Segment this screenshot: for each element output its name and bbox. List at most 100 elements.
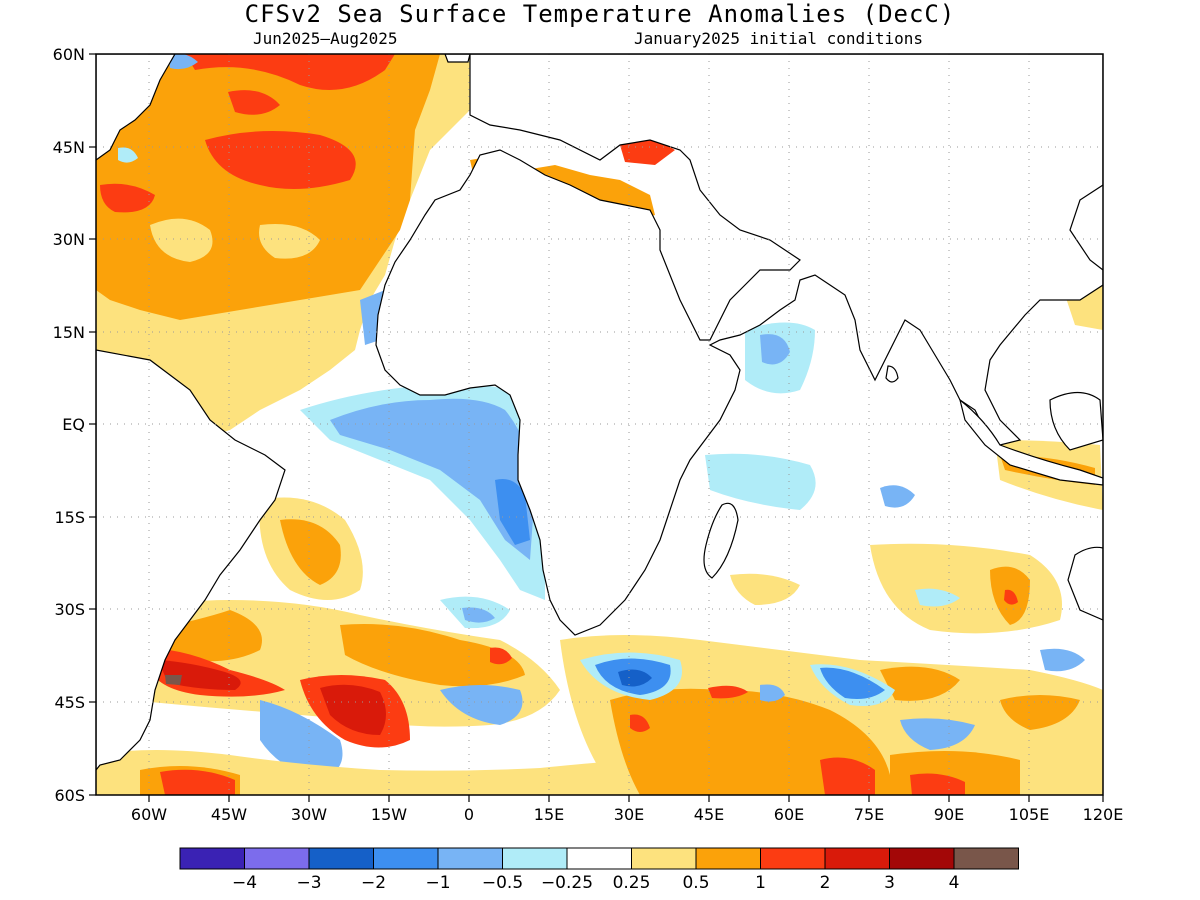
colorbar-label: −3 [296, 873, 321, 893]
coastlines [96, 54, 1103, 771]
anomaly-region [205, 131, 356, 189]
lat-label: 60S [54, 786, 85, 805]
lon-label: 30W [291, 805, 327, 824]
lat-label: 45S [54, 693, 85, 712]
anomaly-region [910, 773, 965, 795]
lat-label: 15S [54, 508, 85, 527]
lat-label: 60N [53, 45, 85, 64]
anomaly-region [760, 334, 790, 365]
anomaly-region [870, 543, 1062, 634]
colorbar-label: 0.25 [613, 873, 651, 893]
anomaly-region [185, 54, 395, 90]
colorbar-swatch [889, 847, 955, 870]
anomaly-region [705, 453, 816, 510]
anomaly-region [1040, 648, 1085, 672]
lat-label: EQ [62, 415, 85, 434]
anomaly-region [618, 669, 652, 687]
anomaly-region [490, 647, 512, 665]
map-title: CFSv2 Sea Surface Temperature Anomalies … [244, 0, 956, 28]
africa-eurasia-landmass [375, 54, 1103, 636]
colorbar-swatch [244, 847, 310, 870]
anomaly-region [440, 685, 523, 725]
colorbar-label: 2 [820, 873, 831, 893]
anomaly-region [160, 769, 235, 795]
anomaly-region [1000, 695, 1080, 730]
anomaly-region [730, 573, 800, 605]
lat-label: 30N [53, 230, 85, 249]
anomaly-region [150, 218, 213, 262]
borneo [1049, 391, 1103, 451]
lon-label: 90E [934, 805, 964, 824]
colorbar-swatch [502, 847, 568, 870]
lat-label: 45N [53, 138, 85, 157]
forecast-period: Jun2025–Aug2025 [253, 29, 398, 48]
anomaly-region [165, 675, 182, 685]
anomaly-region [100, 183, 155, 213]
lon-label: 75E [854, 805, 884, 824]
lon-label: 15W [371, 805, 407, 824]
anomaly-region [630, 714, 650, 732]
anomaly-region [280, 519, 341, 585]
colorbar-swatch [179, 847, 245, 870]
anomaly-region [610, 688, 890, 795]
lon-label: 120E [1083, 805, 1124, 824]
colorbar-label: 1 [755, 873, 766, 893]
south-america-landmass [96, 349, 286, 771]
iceland [444, 54, 471, 63]
australia-landmass [1067, 546, 1103, 621]
colorbar-label: 0.5 [682, 873, 709, 893]
lat-label: 30S [54, 600, 85, 619]
colorbar-label: −1 [425, 873, 450, 893]
anomaly-region [495, 479, 530, 545]
colorbar-swatch [695, 847, 761, 870]
latitude-labels: 60N 45N 30N 15N EQ 15S 30S 45S 60S [53, 45, 85, 805]
colorbar: −4 −3 −2 −1 −0.5 −0.25 0.25 0.5 1 2 3 4 [179, 847, 1019, 893]
anomaly-region [340, 624, 525, 687]
anomaly-region [168, 54, 198, 70]
anomaly-region [259, 224, 320, 259]
colorbar-label: −4 [232, 873, 257, 893]
anomaly-region [150, 610, 262, 662]
lat-label: 15N [53, 323, 85, 342]
anomaly-region [820, 757, 875, 795]
sri-lanka [885, 365, 899, 383]
colorbar-swatch [824, 847, 890, 870]
lon-label: 45E [694, 805, 724, 824]
lon-label: 0 [464, 805, 474, 824]
lon-label: 30E [614, 805, 644, 824]
anomaly-region [880, 666, 960, 701]
anomaly-region [260, 700, 343, 780]
colorbar-label: −2 [361, 873, 386, 893]
lon-label: 15E [534, 805, 564, 824]
anomaly-region [880, 485, 915, 508]
lon-label: 45W [211, 805, 247, 824]
initial-conditions: January2025 initial conditions [634, 29, 923, 48]
anomaly-region [320, 684, 386, 735]
colorbar-label: −0.25 [541, 873, 593, 893]
anomaly-region [96, 330, 300, 394]
colorbar-swatch [437, 847, 503, 870]
colorbar-swatch [953, 847, 1019, 870]
anomaly-region [760, 684, 785, 702]
anomaly-region [462, 607, 495, 623]
anomaly-region [118, 147, 138, 163]
colorbar-swatch [631, 847, 697, 870]
longitude-labels: 60W 45W 30W 15W 0 15E 30E 45E 60E 75E 90… [131, 805, 1123, 824]
anomaly-region [330, 398, 535, 560]
anomaly-region [708, 685, 748, 699]
lon-label: 105E [1009, 805, 1050, 824]
colorbar-swatch [566, 847, 632, 870]
lon-label: 60W [131, 805, 167, 824]
anomaly-region [1004, 589, 1018, 605]
anomaly-region [228, 90, 280, 115]
north-america-landmass [96, 54, 176, 161]
lon-label: 60E [774, 805, 804, 824]
axis-ticks [89, 53, 1104, 802]
colorbar-swatch [308, 847, 374, 870]
colorbar-label: −0.5 [482, 873, 523, 893]
madagascar [703, 502, 739, 579]
anomaly-region [900, 718, 975, 750]
colorbar-swatch [373, 847, 439, 870]
sumatra-java [958, 398, 1103, 486]
